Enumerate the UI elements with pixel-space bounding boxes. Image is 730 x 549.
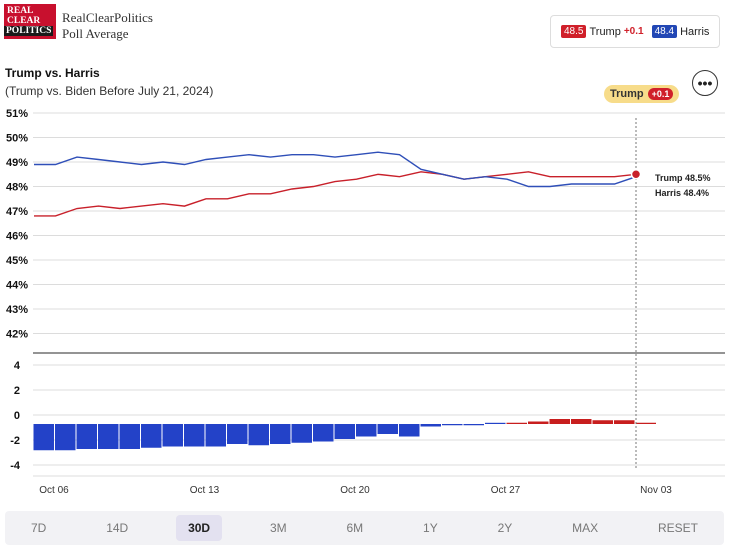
y-tick-label: 45%: [6, 255, 28, 267]
spread-bar: [442, 424, 463, 426]
logo-line-3: POLITICS: [4, 26, 54, 36]
spread-y-tick-label: -4: [10, 460, 21, 472]
spread-bar: [528, 421, 549, 424]
range-button-6m[interactable]: 6M: [346, 521, 364, 535]
spread-bar: [76, 424, 97, 449]
leader-name: Trump: [610, 88, 644, 100]
spread-bar: [205, 424, 226, 447]
rcp-logo[interactable]: REAL CLEAR POLITICS: [4, 4, 56, 39]
y-tick-label: 46%: [6, 231, 28, 243]
y-tick-label: 43%: [6, 304, 28, 316]
y-tick-label: 44%: [6, 280, 28, 292]
brand-name: RealClearPolitics: [62, 10, 153, 25]
chart-title: Trump vs. Harris: [5, 66, 100, 80]
logo-line-2: CLEAR: [7, 16, 41, 26]
spread-bar: [184, 424, 205, 447]
leader-change: +0.1: [647, 88, 674, 100]
range-selector: 7D 14D 30D 3M 6M 1Y 2Y MAX RESET: [5, 511, 724, 545]
spread-bar: [334, 424, 355, 439]
spread-bar: [98, 424, 119, 449]
range-button-14d[interactable]: 14D: [106, 521, 129, 535]
spread-bar: [119, 424, 140, 449]
spread-bar: [227, 424, 248, 444]
spread-bar: [592, 420, 613, 424]
harris-value-chip: 48.4: [651, 25, 678, 38]
x-tick-label: Oct 20: [340, 485, 370, 496]
x-tick-label: Oct 27: [491, 485, 521, 496]
x-tick-label: Oct 13: [190, 485, 220, 496]
brand-title: RealClearPolitics Poll Average: [62, 10, 153, 42]
y-tick-label: 42%: [6, 329, 28, 341]
spread-bar: [549, 419, 570, 424]
logo-line-1: REAL: [7, 6, 34, 16]
trump-value-chip: 48.5: [561, 25, 587, 38]
range-button-2y[interactable]: 2Y: [497, 521, 513, 535]
spread-y-tick-label: 4: [14, 360, 21, 372]
spread-bar: [55, 424, 76, 451]
legend-item-trump[interactable]: 48.5 Trump +0.1: [561, 25, 644, 38]
harris-end-label: Harris 48.4%: [655, 188, 709, 198]
legend-box: 48.5 Trump +0.1 48.4 Harris: [550, 15, 720, 48]
harris-legend-label: Harris: [680, 25, 710, 38]
range-button-3m[interactable]: 3M: [269, 521, 287, 535]
spread-bar: [248, 424, 269, 446]
leader-pill: Trump +0.1: [604, 85, 680, 103]
spread-bar: [377, 424, 398, 434]
brand-subtitle: Poll Average: [62, 26, 129, 41]
spread-y-tick-label: 2: [14, 385, 20, 397]
spread-bar: [614, 420, 635, 424]
x-tick-label: Nov 03: [640, 485, 672, 496]
spread-bar: [635, 422, 656, 424]
spread-bar: [356, 424, 377, 437]
trump-end-dot: [630, 169, 642, 180]
spread-bar: [141, 424, 162, 448]
range-button-7d[interactable]: 7D: [31, 521, 47, 535]
trump-end-label: Trump 48.5%: [655, 173, 711, 183]
range-button-1y[interactable]: 1Y: [423, 521, 438, 535]
more-options-button[interactable]: •••: [692, 70, 718, 96]
range-button-max[interactable]: MAX: [572, 521, 599, 535]
spread-y-tick-label: 0: [14, 410, 20, 422]
poll-chart[interactable]: 51% 50% 49% 48% 47% 46% 45% 44% 43% 42% 4 2 0 -2 -4 Tru…: [0, 0, 730, 505]
spread-bar: [506, 422, 527, 424]
y-tick-label: 47%: [6, 206, 28, 218]
spread-bar: [571, 419, 592, 424]
trump-line: [34, 171, 637, 217]
trump-change: +0.1: [623, 26, 644, 37]
spread-bar: [162, 424, 183, 447]
y-tick-label: 48%: [6, 182, 28, 194]
spread-y-tick-label: -2: [10, 435, 20, 447]
chart-subtitle: (Trump vs. Biden Before July 21, 2024): [5, 84, 214, 98]
spread-bar: [33, 424, 54, 451]
y-tick-label: 51%: [6, 108, 28, 120]
spread-bar: [399, 424, 420, 437]
range-button-30d[interactable]: 30D: [176, 515, 223, 541]
y-tick-label: 50%: [6, 133, 28, 145]
x-tick-label: Oct 06: [39, 485, 69, 496]
spread-bar: [313, 424, 334, 442]
spread-bar: [485, 422, 506, 424]
spread-bar: [270, 424, 291, 444]
harris-line: [34, 151, 637, 188]
trump-legend-label: Trump: [589, 25, 621, 38]
legend-item-harris[interactable]: 48.4 Harris: [651, 25, 710, 38]
y-tick-label: 49%: [6, 157, 28, 169]
spread-bar: [420, 424, 441, 427]
spread-bar: [463, 424, 484, 426]
range-button-reset[interactable]: RESET: [657, 521, 698, 535]
spread-bar: [291, 424, 312, 443]
